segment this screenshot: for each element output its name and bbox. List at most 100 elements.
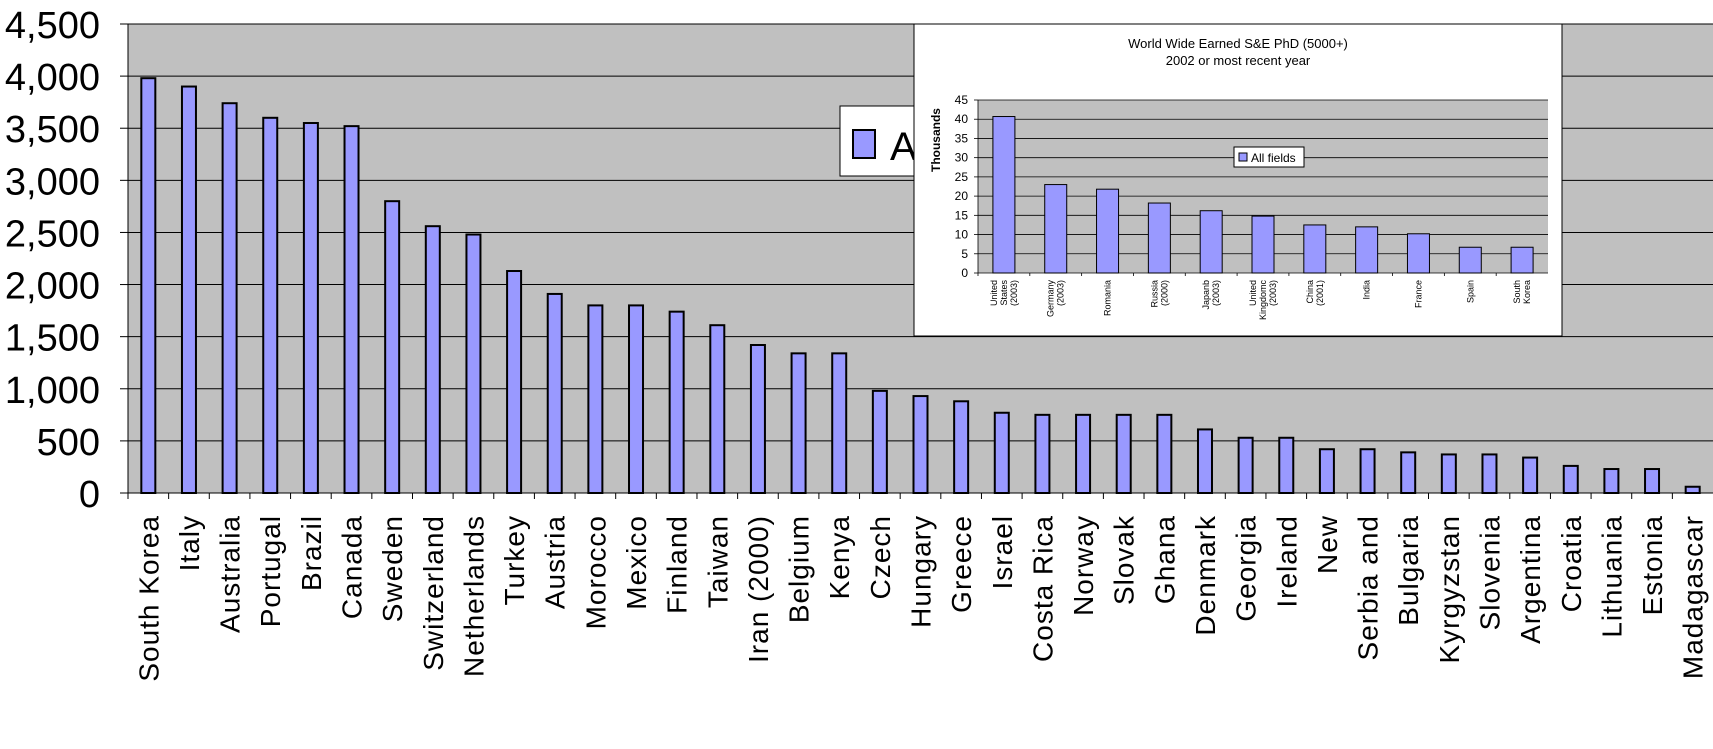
main-bar	[831, 352, 848, 494]
main-x-tick-label: Portugal	[255, 515, 286, 627]
main-bar	[1115, 413, 1132, 495]
inset-x-tick-label-line: China	[1305, 280, 1315, 304]
inset-y-tick-label: 0	[961, 266, 968, 280]
main-x-tick-label: Canada	[337, 515, 368, 619]
main-bar	[1522, 456, 1539, 495]
main-bar	[140, 77, 157, 494]
main-x-tick-label: Denmark	[1190, 515, 1221, 636]
main-x-tick-label: Turkey	[499, 515, 530, 606]
main-bar	[993, 411, 1010, 495]
main-x-tick-label: Estonia	[1637, 515, 1668, 615]
inset-chart: World Wide Earned S&E PhD (5000+) 2002 or…	[913, 23, 1563, 337]
main-x-tick-label: Serbia and	[1353, 515, 1384, 660]
inset-x-tick-label-line: Japanb	[1201, 280, 1211, 310]
main-x-tick-label: Austria	[540, 515, 571, 609]
main-y-tick-label: 2,000	[5, 266, 100, 308]
main-bar	[1196, 428, 1213, 494]
main-bar	[302, 122, 319, 494]
main-bar	[1603, 468, 1620, 495]
main-x-tick-label: Madagascar	[1678, 515, 1709, 679]
inset-x-tick-label-line: (2001)	[1315, 280, 1325, 306]
main-x-tick-label: Lithuania	[1596, 515, 1627, 638]
main-bar	[953, 400, 970, 495]
main-y-tick-label: 4,000	[5, 57, 100, 99]
inset-x-tick-label-line: States	[999, 280, 1009, 306]
inset-bar	[992, 116, 1016, 274]
inset-x-tick-label: UnitedStates(2003)	[989, 280, 1019, 307]
main-bar	[180, 85, 197, 495]
inset-x-tick-label-line: Russia	[1149, 280, 1159, 308]
inset-x-tick-label-line: France	[1413, 280, 1423, 308]
main-x-tick-label: Australia	[215, 515, 246, 633]
main-bar	[343, 125, 360, 494]
main-x-tick-label: New	[1312, 515, 1343, 574]
inset-y-axis-label: Thousands	[929, 108, 943, 172]
main-y-tick-label: 3,000	[5, 161, 100, 203]
inset-bar	[1044, 184, 1068, 274]
main-bar	[1034, 413, 1051, 495]
inset-x-tick-label: France	[1413, 280, 1423, 308]
main-x-tick-label: Italy	[174, 515, 205, 571]
inset-y-tick-label: 30	[955, 151, 969, 165]
inset-x-tick-label: Romania	[1103, 280, 1113, 316]
main-bar	[668, 310, 685, 494]
main-x-tick-label: Croatia	[1556, 515, 1587, 612]
main-bar	[871, 389, 888, 494]
inset-x-tick-label-line: Germany	[1046, 280, 1056, 318]
main-bar	[709, 324, 726, 494]
inset-bar	[1510, 246, 1534, 274]
main-bar	[546, 292, 563, 494]
main-bar	[912, 395, 929, 494]
main-x-tick-label: Greece	[946, 515, 977, 613]
main-y-tick-label: 0	[79, 474, 100, 516]
main-x-tick-label: Czech	[865, 515, 896, 599]
main-bar	[628, 304, 645, 494]
main-x-tick-label: Kenya	[824, 515, 855, 599]
main-x-tick-label: Slovenia	[1474, 515, 1505, 630]
inset-y-tick-label: 40	[955, 112, 969, 126]
main-y-tick-label: 1,500	[5, 318, 100, 360]
main-x-tick-label: Norway	[1068, 515, 1099, 616]
inset-bar	[1355, 226, 1379, 274]
inset-x-tick-label-line: India	[1362, 280, 1372, 300]
inset-y-tick-label: 15	[955, 208, 969, 222]
main-x-tick-label: Kyrgyzstan	[1434, 515, 1465, 664]
inset-y-tick-label: 25	[955, 170, 969, 184]
main-x-tick-label: Belgium	[784, 515, 815, 623]
inset-legend-box	[1233, 146, 1305, 168]
main-x-tick-label: Netherlands	[458, 515, 489, 677]
inset-x-tick-label-line: (2003)	[1268, 280, 1278, 306]
inset-bar	[1199, 210, 1223, 274]
main-bar	[1400, 451, 1417, 494]
main-x-tick-label: South Korea	[133, 515, 164, 682]
main-bar	[506, 270, 523, 494]
inset-x-tick-label-line: (2003)	[1211, 280, 1221, 306]
main-bar	[465, 233, 482, 494]
inset-x-tick-label: SouthKorea	[1512, 280, 1532, 304]
inset-y-tick-label: 10	[955, 228, 969, 242]
inset-bar	[1147, 202, 1171, 274]
main-x-tick-label: Georgia	[1231, 515, 1262, 622]
main-x-tick-label: Morocco	[580, 515, 611, 629]
main-x-tick-label: Mexico	[621, 515, 652, 610]
main-x-tick-label: Ghana	[1149, 515, 1180, 604]
main-bar	[1440, 453, 1457, 494]
main-bar	[587, 304, 604, 494]
main-bar	[1481, 453, 1498, 494]
main-x-tick-label: Ireland	[1271, 515, 1302, 608]
main-x-tick-label: Switzerland	[418, 515, 449, 671]
inset-bar	[1458, 246, 1482, 274]
main-bar	[384, 200, 401, 495]
main-x-tick-label: Argentina	[1515, 515, 1546, 644]
inset-x-tick-label-line: South	[1512, 280, 1522, 304]
inset-legend-label: All fields	[1251, 151, 1296, 165]
inset-x-tick-label: Japanb(2003)	[1201, 280, 1221, 310]
inset-x-tick-label-line: Romania	[1103, 280, 1113, 316]
main-bar	[1562, 464, 1579, 494]
inset-bar	[1303, 224, 1327, 274]
inset-legend-swatch	[1238, 152, 1248, 162]
main-bar	[790, 352, 807, 494]
inset-y-tick-label: 35	[955, 131, 969, 145]
inset-x-tick-label-line: United	[989, 280, 999, 306]
main-bar	[262, 116, 279, 495]
